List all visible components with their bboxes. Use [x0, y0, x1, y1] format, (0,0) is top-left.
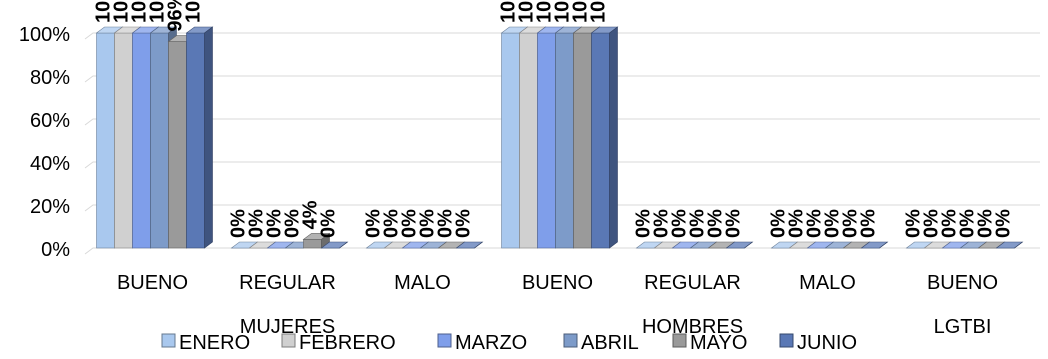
y-tick-label: 100% — [19, 24, 70, 46]
y-tick-label: 40% — [30, 153, 70, 175]
category-label: BUENO — [117, 272, 188, 294]
y-tick-label: 20% — [30, 196, 70, 218]
data-label: 100% — [498, 0, 520, 23]
gridline — [84, 161, 1040, 169]
legend-swatch — [281, 333, 296, 348]
bar — [725, 241, 754, 249]
data-label: 0% — [651, 209, 673, 238]
bar — [590, 26, 619, 249]
data-label: 0% — [228, 209, 250, 238]
data-label: 0% — [435, 209, 457, 238]
data-label: 96% — [165, 0, 187, 32]
data-label: 100% — [516, 0, 538, 23]
data-labels: 100%100%100%100%96%100%0%0%0%0%4%0%0%0%0… — [93, 0, 1015, 238]
category-label: MALO — [799, 272, 856, 294]
data-label: 0% — [921, 209, 943, 238]
data-label: 0% — [705, 209, 727, 238]
legend-item: ABRIL — [563, 332, 639, 354]
legend-swatch — [437, 333, 452, 348]
data-label: 0% — [453, 209, 475, 238]
data-label: 0% — [381, 209, 403, 238]
category-label: REGULAR — [644, 272, 741, 294]
legend-label: MAYO — [690, 332, 747, 354]
data-label: 100% — [552, 0, 574, 23]
category-label: MALO — [394, 272, 451, 294]
bar — [302, 232, 331, 249]
legend-swatch — [672, 333, 687, 348]
gridline — [84, 247, 1040, 255]
gridline — [84, 204, 1040, 212]
bar — [320, 241, 349, 249]
legend-item: FEBRERO — [281, 332, 396, 354]
data-label: 100% — [93, 0, 115, 23]
legend-label: FEBRERO — [299, 332, 396, 354]
bar — [455, 241, 484, 249]
gridline — [84, 118, 1040, 126]
data-label: 100% — [111, 0, 133, 23]
data-label: 0% — [840, 209, 862, 238]
data-label: 0% — [417, 209, 439, 238]
data-label: 100% — [570, 0, 592, 23]
legend-item: MARZO — [437, 332, 527, 354]
data-label: 0% — [633, 209, 655, 238]
data-label: 0% — [768, 209, 790, 238]
legend-label: JUNIO — [797, 332, 857, 354]
data-label: 4% — [300, 200, 322, 229]
legend-item: JUNIO — [779, 332, 857, 354]
data-label: 100% — [183, 0, 205, 23]
bar — [860, 241, 889, 249]
gridline — [84, 32, 1040, 40]
category-label: BUENO — [927, 272, 998, 294]
data-label: 0% — [993, 209, 1015, 238]
data-label: 0% — [723, 209, 745, 238]
y-tick-label: 60% — [30, 110, 70, 132]
legend-item: MAYO — [672, 332, 747, 354]
data-label: 0% — [822, 209, 844, 238]
group-label: LGTBI — [934, 316, 992, 338]
bars — [95, 26, 1024, 249]
bar — [995, 241, 1024, 249]
legend-label: ENERO — [179, 332, 250, 354]
legend-swatch — [779, 333, 794, 348]
legend: ENERO FEBRERO MARZO ABRIL MAYO JUNIO — [161, 332, 857, 354]
legend-label: ABRIL — [581, 332, 639, 354]
data-label: 0% — [399, 209, 421, 238]
data-label: 0% — [264, 209, 286, 238]
data-label: 0% — [786, 209, 808, 238]
legend-label: MARZO — [455, 332, 527, 354]
legend-item: ENERO — [161, 332, 250, 354]
legend-swatch — [161, 333, 176, 348]
data-label: 0% — [282, 209, 304, 238]
category-label: BUENO — [522, 272, 593, 294]
data-label: 0% — [975, 209, 997, 238]
legend-swatch — [563, 333, 578, 348]
data-label: 0% — [804, 209, 826, 238]
data-label: 0% — [939, 209, 961, 238]
data-label: 0% — [903, 209, 925, 238]
data-label: 0% — [687, 209, 709, 238]
y-tick-label: 80% — [30, 67, 70, 89]
y-tick-label: 0% — [41, 239, 70, 261]
group-label: HOMBRES — [642, 316, 743, 338]
y-axis: 0% 20% 40% 60% 80% 100% — [19, 24, 70, 261]
x-axis: BUENO REGULAR MALO BUENO REGULAR MALO BUENO MUJ… — [117, 272, 998, 338]
data-label: 100% — [129, 0, 151, 23]
category-label: REGULAR — [239, 272, 336, 294]
data-label: 100% — [588, 0, 610, 23]
data-label: 0% — [363, 209, 385, 238]
group-label: MUJERES — [240, 316, 336, 338]
data-label: 0% — [957, 209, 979, 238]
bar — [185, 26, 214, 249]
data-label: 0% — [858, 209, 880, 238]
gridline — [84, 75, 1040, 83]
data-label: 100% — [534, 0, 556, 23]
data-label: 0% — [246, 209, 268, 238]
data-label: 0% — [318, 209, 340, 238]
data-label: 0% — [669, 209, 691, 238]
data-label: 100% — [147, 0, 169, 23]
